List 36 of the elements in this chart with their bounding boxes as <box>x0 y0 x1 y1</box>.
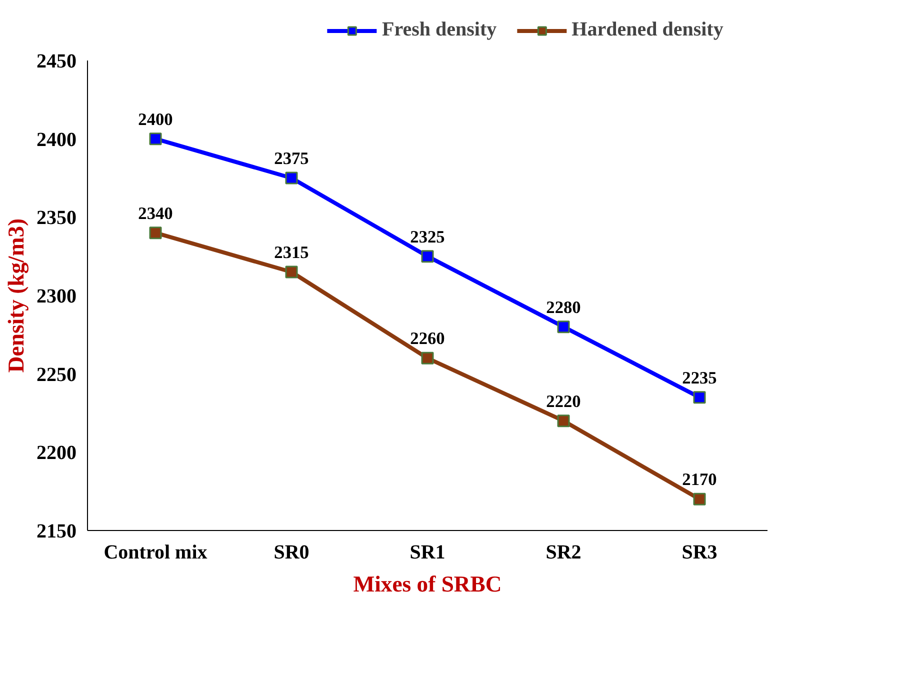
y-tick-label: 2300 <box>36 286 76 308</box>
y-tick-label: 2400 <box>36 128 76 151</box>
point <box>285 266 298 278</box>
data-label: 2315 <box>274 243 310 262</box>
x-tick-label: SR3 <box>682 542 718 564</box>
legend-label: Fresh density <box>382 18 497 42</box>
y-tick-label: 2450 <box>36 50 76 72</box>
point <box>149 226 162 240</box>
data-label: 2280 <box>546 298 581 317</box>
data-label: 2340 <box>138 204 173 223</box>
point <box>557 320 570 334</box>
y-axis-title: Density (kg/m3) <box>4 218 28 373</box>
x-tick-label: SR2 <box>546 542 582 564</box>
point <box>693 492 706 506</box>
data-label: 2400 <box>138 110 173 129</box>
x-axis-title: Mixes of SRBC <box>353 572 502 596</box>
point <box>693 391 706 404</box>
data-label: 2170 <box>682 470 717 490</box>
y-tick-label: 2350 <box>36 207 76 230</box>
data-label: 2325 <box>410 227 446 246</box>
point <box>421 250 434 263</box>
data-label: 2260 <box>410 329 445 348</box>
legend-label: Hardened density <box>572 18 724 42</box>
x-tick-label: SR1 <box>410 542 446 564</box>
x-tick-label: SR0 <box>274 542 310 564</box>
y-tick-label: 2200 <box>36 442 76 464</box>
point <box>285 172 298 184</box>
data-label: 2375 <box>274 149 310 168</box>
y-tick-label: 2150 <box>36 520 76 542</box>
data-label: 2235 <box>682 368 718 388</box>
point <box>421 352 434 364</box>
point <box>149 132 162 146</box>
data-label: 2220 <box>546 392 581 411</box>
y-tick-label: 2250 <box>36 364 76 386</box>
x-tick-label: Control mix <box>104 542 208 564</box>
point <box>557 414 570 428</box>
